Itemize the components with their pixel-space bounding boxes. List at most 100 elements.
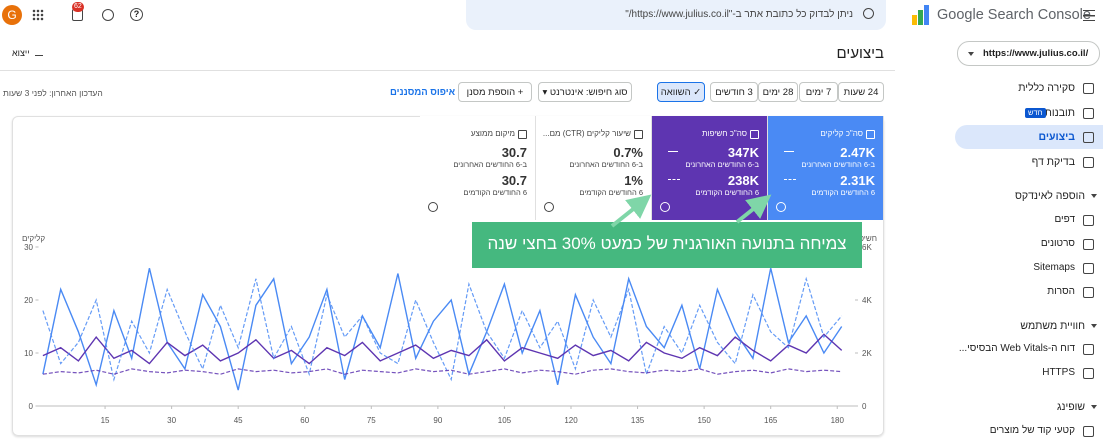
menu-icon[interactable] bbox=[1083, 10, 1095, 21]
nav-item[interactable]: HTTPS bbox=[1042, 367, 1075, 378]
page-title: ביצועים bbox=[836, 45, 884, 62]
x-tick-label: 30 bbox=[167, 416, 176, 425]
y2-tick-label: 0 bbox=[862, 402, 867, 411]
metric-label: שיעור קליקים (CTR) מם... bbox=[542, 129, 631, 138]
export-icon[interactable] bbox=[35, 45, 43, 56]
metric-current: 347K bbox=[727, 145, 759, 160]
product-name: Google Search Console bbox=[937, 7, 1091, 23]
metric-checkbox[interactable] bbox=[518, 130, 527, 139]
x-tick-label: 15 bbox=[101, 416, 110, 425]
metric-previous-label: 6 החודשים הקודמים bbox=[579, 188, 643, 197]
nav-item[interactable]: דוח ה-Web Vitals הבסיסי... bbox=[958, 343, 1075, 354]
x-tick-label: 75 bbox=[367, 416, 376, 425]
nav-icon bbox=[1083, 286, 1094, 298]
series-line bbox=[42, 333, 843, 365]
apps-icon[interactable] bbox=[32, 9, 44, 21]
section-toggle[interactable] bbox=[1091, 194, 1097, 198]
metric-checkbox[interactable] bbox=[750, 130, 759, 139]
property-url: https://www.julius.co.il/ bbox=[983, 48, 1089, 59]
y2-tick-label: 6K bbox=[862, 243, 872, 252]
range-chip[interactable]: 7 ימים bbox=[799, 82, 838, 102]
nav-item[interactable]: הסרות bbox=[1047, 285, 1075, 297]
x-tick-label: 135 bbox=[631, 416, 645, 425]
metric-label: סה"כ קליקים bbox=[820, 129, 863, 138]
metric-previous-label: 6 החודשים הקודמים bbox=[811, 188, 875, 197]
search-icon bbox=[863, 8, 874, 19]
x-tick-label: 90 bbox=[433, 416, 442, 425]
y2-axis-title: חשיפות bbox=[851, 234, 877, 243]
compare-chip[interactable]: ✓ השוואה bbox=[657, 82, 705, 102]
avatar[interactable]: G bbox=[2, 5, 22, 25]
divider bbox=[0, 70, 895, 71]
metric-previous-label: 6 החודשים הקודמים bbox=[463, 188, 527, 197]
metric-checkbox[interactable] bbox=[866, 130, 875, 139]
nav-item[interactable]: סקירה כללית bbox=[1018, 82, 1075, 94]
x-tick-label: 105 bbox=[498, 416, 512, 425]
line-style-dashed bbox=[668, 179, 680, 180]
help-icon[interactable] bbox=[428, 202, 438, 212]
metric-previous: 30.7 bbox=[501, 173, 527, 188]
search-type-dropdown[interactable]: סוג חיפוש: אינטרנט ▾ bbox=[538, 82, 632, 102]
metric-previous: 2.31K bbox=[840, 173, 875, 188]
arrow bbox=[735, 194, 772, 224]
metric-card[interactable]: מיקום ממוצע 30.7 ב-6 החודשים האחרונים 30.7 6… bbox=[420, 116, 536, 220]
metric-current-label: ב-6 החודשים האחרונים bbox=[685, 160, 759, 169]
nav-icon bbox=[1083, 344, 1094, 355]
metric-label: מיקום ממוצע bbox=[470, 129, 515, 138]
search-box[interactable] bbox=[466, 0, 886, 30]
search-type-label: סוג חיפוש: אינטרנט bbox=[549, 87, 628, 98]
help-icon[interactable]: ? bbox=[130, 8, 143, 21]
nav-item[interactable]: בדיקת דף bbox=[1031, 155, 1075, 168]
y-tick-label: 20 bbox=[24, 296, 33, 305]
section-toggle[interactable] bbox=[1091, 323, 1097, 328]
active-highlight bbox=[955, 125, 1103, 149]
nav-item[interactable]: קטעי קוד של מוצרים bbox=[989, 424, 1075, 436]
line-style-solid bbox=[668, 151, 678, 152]
range-chip[interactable]: 24 שעות bbox=[838, 82, 884, 102]
range-chip[interactable]: 28 ימים bbox=[758, 82, 798, 102]
metric-current-label: ב-6 החודשים האחרונים bbox=[453, 160, 527, 169]
metric-current-label: ב-6 החודשים האחרונים bbox=[801, 160, 875, 169]
section-toggle[interactable] bbox=[1091, 405, 1097, 409]
metric-card[interactable]: סה"כ קליקים 2.47K ב-6 החודשים האחרונים 2.31… bbox=[768, 116, 884, 220]
nav-item[interactable]: סרטונים bbox=[1040, 237, 1075, 249]
x-tick-label: 45 bbox=[234, 416, 243, 425]
range-chip[interactable]: 3 חודשים bbox=[710, 82, 758, 102]
metric-previous: 238K bbox=[727, 173, 759, 188]
property-selector[interactable] bbox=[957, 41, 1100, 66]
help-icon[interactable] bbox=[776, 202, 786, 212]
y-axis-title: קליקים bbox=[22, 234, 45, 243]
metric-current: 2.47K bbox=[840, 145, 875, 160]
x-tick-label: 120 bbox=[564, 416, 578, 425]
add-filter-label: הוספת מסנן bbox=[466, 87, 516, 98]
x-tick-label: 180 bbox=[831, 416, 845, 425]
nav-item[interactable]: Sitemaps bbox=[1033, 261, 1075, 273]
section-title[interactable]: הוספה לאינדקס bbox=[1014, 190, 1085, 202]
section-title[interactable]: שופינג bbox=[1056, 401, 1085, 413]
export-label[interactable]: ייצוא bbox=[12, 48, 30, 58]
help-icon[interactable] bbox=[544, 202, 554, 212]
settings-icon[interactable] bbox=[102, 9, 114, 21]
logo-icon bbox=[912, 5, 930, 25]
help-icon[interactable] bbox=[660, 202, 670, 212]
metric-checkbox[interactable] bbox=[634, 130, 643, 139]
nav-icon bbox=[1083, 262, 1094, 274]
arrow bbox=[610, 194, 652, 228]
metric-previous: 1% bbox=[624, 173, 643, 188]
y-tick-label: 30 bbox=[24, 243, 33, 252]
y2-tick-label: 2K bbox=[862, 349, 872, 358]
section-title[interactable]: חוויית משתמש bbox=[1020, 319, 1085, 332]
x-tick-label: 165 bbox=[764, 416, 778, 425]
add-filter-button[interactable]: + הוספת מסנן bbox=[458, 82, 532, 102]
nav-item[interactable]: דפים bbox=[1054, 213, 1075, 225]
nav-item[interactable]: תובנות bbox=[1044, 106, 1075, 119]
compare-label: השוואה bbox=[660, 87, 691, 98]
notifications-badge: 62 bbox=[72, 2, 84, 12]
nav-item[interactable]: ביצועים bbox=[1038, 131, 1075, 143]
nav-icon bbox=[1083, 238, 1094, 250]
nav-icon bbox=[1083, 83, 1094, 94]
reset-filters[interactable]: איפוס המסננים bbox=[390, 87, 456, 98]
